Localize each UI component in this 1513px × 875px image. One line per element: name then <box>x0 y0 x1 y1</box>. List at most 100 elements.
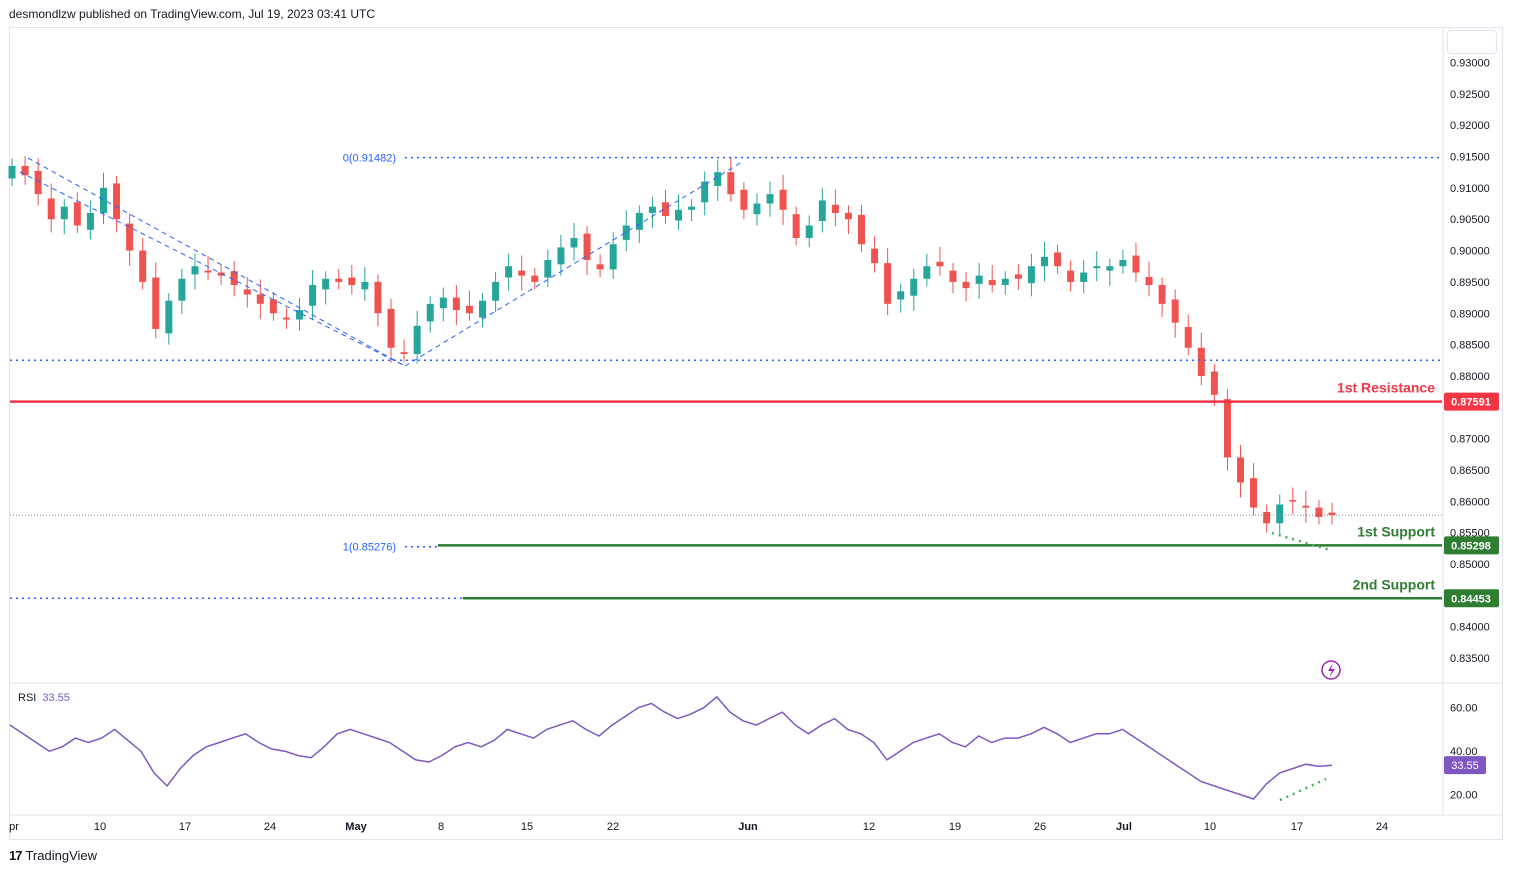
candle-body <box>439 297 447 309</box>
time-tick-label: pr <box>9 821 19 833</box>
candle-body <box>570 238 578 248</box>
candle-body <box>505 266 513 278</box>
price-tick-label: 0.88500 <box>1450 340 1490 352</box>
price-tick-label: 0.89000 <box>1450 308 1490 320</box>
candle-body <box>335 278 343 282</box>
candle-body <box>1263 511 1271 524</box>
candle-body <box>831 204 839 213</box>
candle-body <box>165 300 173 334</box>
price-tick-label: 0.86500 <box>1450 465 1490 477</box>
support-1-badge <box>1444 536 1499 555</box>
rsi-line <box>9 695 1333 800</box>
candle-body <box>779 189 787 210</box>
candle-body <box>688 206 696 210</box>
time-tick-label: 12 <box>863 821 875 833</box>
candle-body <box>426 303 434 322</box>
candle-body <box>1289 500 1297 502</box>
candle-body <box>557 247 565 265</box>
time-tick-label: May <box>345 821 367 833</box>
candle-body <box>871 248 879 264</box>
price-tick-label: 0.89500 <box>1450 277 1490 289</box>
candle-body <box>544 259 552 278</box>
candle-body <box>47 198 55 220</box>
candle-body <box>465 305 473 314</box>
price-tick-label: 0.87000 <box>1450 434 1490 446</box>
candle-body <box>178 278 186 301</box>
support-1-label: 1st Support <box>1357 523 1435 539</box>
candle-body <box>413 325 421 354</box>
candle-body <box>452 297 460 311</box>
price-tick-label: 0.90000 <box>1450 246 1490 258</box>
candle-body <box>648 206 656 213</box>
price-tick-label: 0.88000 <box>1450 371 1490 383</box>
price-tick-label: 0.92500 <box>1450 89 1490 101</box>
candles-layer <box>8 155 1336 535</box>
candle-body <box>1119 259 1127 267</box>
candle-body <box>1027 266 1035 284</box>
candle-body <box>230 271 238 286</box>
time-tick-label: 19 <box>949 821 961 833</box>
candle-body <box>309 285 317 306</box>
candle-body <box>583 233 591 260</box>
candle-body <box>910 278 918 296</box>
candle-body <box>1067 270 1075 282</box>
tradingview-brand-label: TradingView <box>25 848 98 863</box>
candle-body <box>792 214 800 239</box>
candle-body <box>139 250 147 282</box>
candle-body <box>1080 272 1088 282</box>
candle-body <box>21 165 29 176</box>
candle-body <box>387 308 395 348</box>
candle-body <box>975 275 983 284</box>
candle-body <box>1171 299 1179 323</box>
candle-body <box>1014 274 1022 279</box>
price-tick-label: 0.85000 <box>1450 559 1490 571</box>
rsi-title: RSI 33.55 <box>18 692 70 704</box>
price-axis: 0.93000 0.92500 0.92000 0.91500 0.91000 0.905… <box>1450 57 1490 665</box>
candle-body <box>60 206 68 220</box>
time-tick-label: Jun <box>738 821 758 833</box>
support-2-label: 2nd Support <box>1353 576 1436 592</box>
price-tick-label: 0.91500 <box>1450 152 1490 164</box>
candle-body <box>740 189 748 210</box>
trend-line-down-upper <box>27 157 406 367</box>
support-2-badge <box>1444 589 1499 608</box>
rsi-panel: 60.00 40.00 20.00 33.55 <box>9 695 1486 802</box>
footer-brand[interactable]: 17 TradingView <box>9 848 97 863</box>
rsi-current-value: 33.55 <box>42 692 70 704</box>
price-scale-top-box[interactable] <box>1447 30 1497 54</box>
candle-body <box>99 187 107 213</box>
candle-body <box>1223 399 1231 458</box>
chart-frame[interactable] <box>9 27 1503 840</box>
lightning-icon[interactable] <box>1321 660 1341 680</box>
candle-body <box>596 264 604 270</box>
fib-one-label: 1(0.85276) <box>343 542 396 554</box>
rsi-tick-label: 60.00 <box>1450 703 1478 715</box>
candle-body <box>1158 285 1166 304</box>
rsi-current-badge-text: 33.55 <box>1451 760 1479 772</box>
candle-body <box>8 165 16 179</box>
candle-body <box>844 212 852 220</box>
candle-body <box>766 194 774 204</box>
candle-body <box>818 200 826 222</box>
candle-body <box>622 225 630 240</box>
candle-body <box>675 209 683 221</box>
candle-body <box>322 278 330 290</box>
resistance-1-label: 1st Resistance <box>1337 380 1435 396</box>
resistance-1-badge-text: 0.87591 <box>1451 397 1491 409</box>
rsi-label: RSI <box>18 692 37 704</box>
candle-body <box>805 225 813 239</box>
candle-body <box>256 294 264 304</box>
candle-body <box>609 244 617 270</box>
candle-body <box>714 172 722 186</box>
candle-body <box>923 266 931 279</box>
candle-body <box>1315 507 1323 517</box>
rsi-divergence-dots <box>1279 777 1327 802</box>
candle-body <box>374 281 382 314</box>
levels-layer: 0(0.91482) 1(0.85276) 1st Resistance 0.8759… <box>10 153 1499 608</box>
candle-body <box>701 181 709 203</box>
fib-zero-label: 0(0.91482) <box>343 153 396 165</box>
time-tick-label: 17 <box>179 821 191 833</box>
candle-body <box>1054 252 1062 267</box>
rsi-tick-label: 40.00 <box>1450 746 1478 758</box>
